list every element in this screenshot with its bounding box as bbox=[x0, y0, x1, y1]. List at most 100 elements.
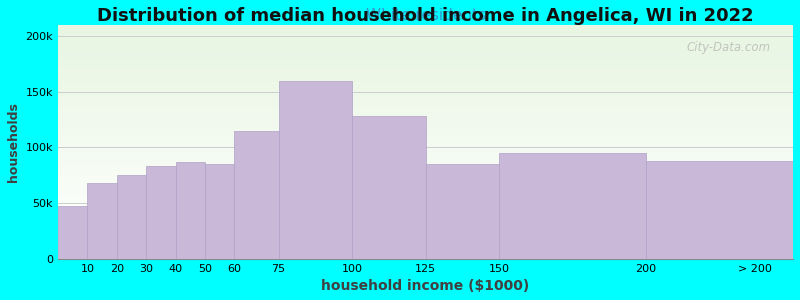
Bar bbox=[117, 175, 146, 259]
Bar bbox=[58, 184, 793, 185]
Bar bbox=[58, 31, 793, 32]
Bar bbox=[58, 42, 793, 43]
Bar bbox=[58, 234, 793, 235]
Bar bbox=[58, 206, 87, 259]
Bar bbox=[58, 163, 793, 164]
Bar bbox=[58, 118, 793, 119]
Bar bbox=[58, 206, 793, 207]
Bar bbox=[58, 182, 793, 183]
Bar bbox=[58, 32, 793, 33]
Bar bbox=[58, 195, 793, 196]
Bar bbox=[58, 208, 793, 209]
Bar bbox=[58, 196, 793, 197]
Bar bbox=[175, 162, 205, 259]
Bar bbox=[58, 34, 793, 35]
Bar bbox=[58, 69, 793, 70]
Bar bbox=[58, 132, 793, 133]
Bar bbox=[58, 74, 793, 75]
Bar bbox=[58, 222, 793, 223]
Bar bbox=[58, 240, 793, 241]
Bar bbox=[58, 219, 793, 220]
Bar bbox=[58, 177, 793, 178]
Bar bbox=[58, 183, 793, 184]
Bar bbox=[58, 191, 793, 192]
Bar bbox=[58, 129, 793, 130]
Bar bbox=[58, 43, 793, 44]
Bar bbox=[58, 226, 793, 227]
Bar bbox=[58, 140, 793, 141]
Bar bbox=[58, 91, 793, 92]
Bar bbox=[58, 233, 793, 234]
Bar bbox=[58, 143, 793, 144]
Bar bbox=[58, 61, 793, 62]
Bar bbox=[58, 160, 793, 161]
Bar bbox=[58, 149, 793, 150]
Bar bbox=[58, 256, 793, 257]
Bar bbox=[58, 116, 793, 117]
Bar bbox=[58, 112, 793, 113]
Bar bbox=[58, 44, 793, 45]
Bar bbox=[58, 83, 793, 84]
Bar bbox=[58, 113, 793, 114]
Bar bbox=[58, 127, 793, 128]
Bar bbox=[58, 235, 793, 236]
Bar bbox=[58, 178, 793, 179]
Bar bbox=[646, 161, 793, 259]
Bar bbox=[58, 227, 793, 228]
Bar bbox=[58, 66, 793, 67]
Bar bbox=[58, 170, 793, 171]
Bar bbox=[58, 72, 793, 73]
Bar bbox=[58, 45, 793, 46]
Bar bbox=[58, 115, 793, 116]
Bar bbox=[58, 145, 793, 146]
Bar bbox=[58, 148, 793, 149]
Bar bbox=[58, 100, 793, 101]
Bar bbox=[58, 244, 793, 245]
Bar bbox=[58, 197, 793, 198]
Bar bbox=[58, 135, 793, 136]
Bar bbox=[58, 189, 793, 190]
Bar bbox=[58, 157, 793, 158]
Bar bbox=[58, 207, 793, 208]
Bar bbox=[58, 49, 793, 50]
Bar bbox=[58, 209, 793, 210]
Bar bbox=[58, 25, 793, 26]
Bar bbox=[234, 131, 278, 259]
Bar bbox=[58, 176, 793, 177]
Bar bbox=[58, 89, 793, 90]
Bar bbox=[58, 232, 793, 233]
Bar bbox=[58, 124, 793, 125]
Bar bbox=[426, 164, 499, 259]
Bar bbox=[58, 121, 793, 122]
Bar bbox=[58, 151, 793, 152]
Bar bbox=[58, 164, 793, 165]
Bar bbox=[58, 237, 793, 238]
Bar bbox=[58, 224, 793, 225]
Bar bbox=[58, 156, 793, 157]
Bar bbox=[278, 81, 352, 259]
Bar bbox=[58, 77, 793, 78]
Bar bbox=[58, 241, 793, 242]
Bar bbox=[58, 175, 793, 176]
Bar bbox=[58, 146, 793, 147]
Bar bbox=[58, 150, 793, 151]
Bar bbox=[58, 95, 793, 96]
Bar bbox=[58, 104, 793, 105]
Bar bbox=[58, 231, 793, 232]
Bar bbox=[58, 236, 793, 237]
Bar bbox=[58, 133, 793, 134]
Bar bbox=[146, 166, 175, 259]
Bar bbox=[58, 87, 793, 88]
Bar bbox=[58, 88, 793, 89]
Bar bbox=[58, 71, 793, 72]
Bar bbox=[58, 186, 793, 187]
Bar bbox=[58, 230, 793, 231]
Bar bbox=[58, 33, 793, 34]
Bar bbox=[352, 116, 426, 259]
Bar bbox=[58, 257, 793, 258]
Bar bbox=[58, 55, 793, 56]
Bar bbox=[58, 165, 793, 166]
Bar bbox=[58, 80, 793, 81]
Bar bbox=[58, 86, 793, 87]
Bar bbox=[58, 125, 793, 126]
